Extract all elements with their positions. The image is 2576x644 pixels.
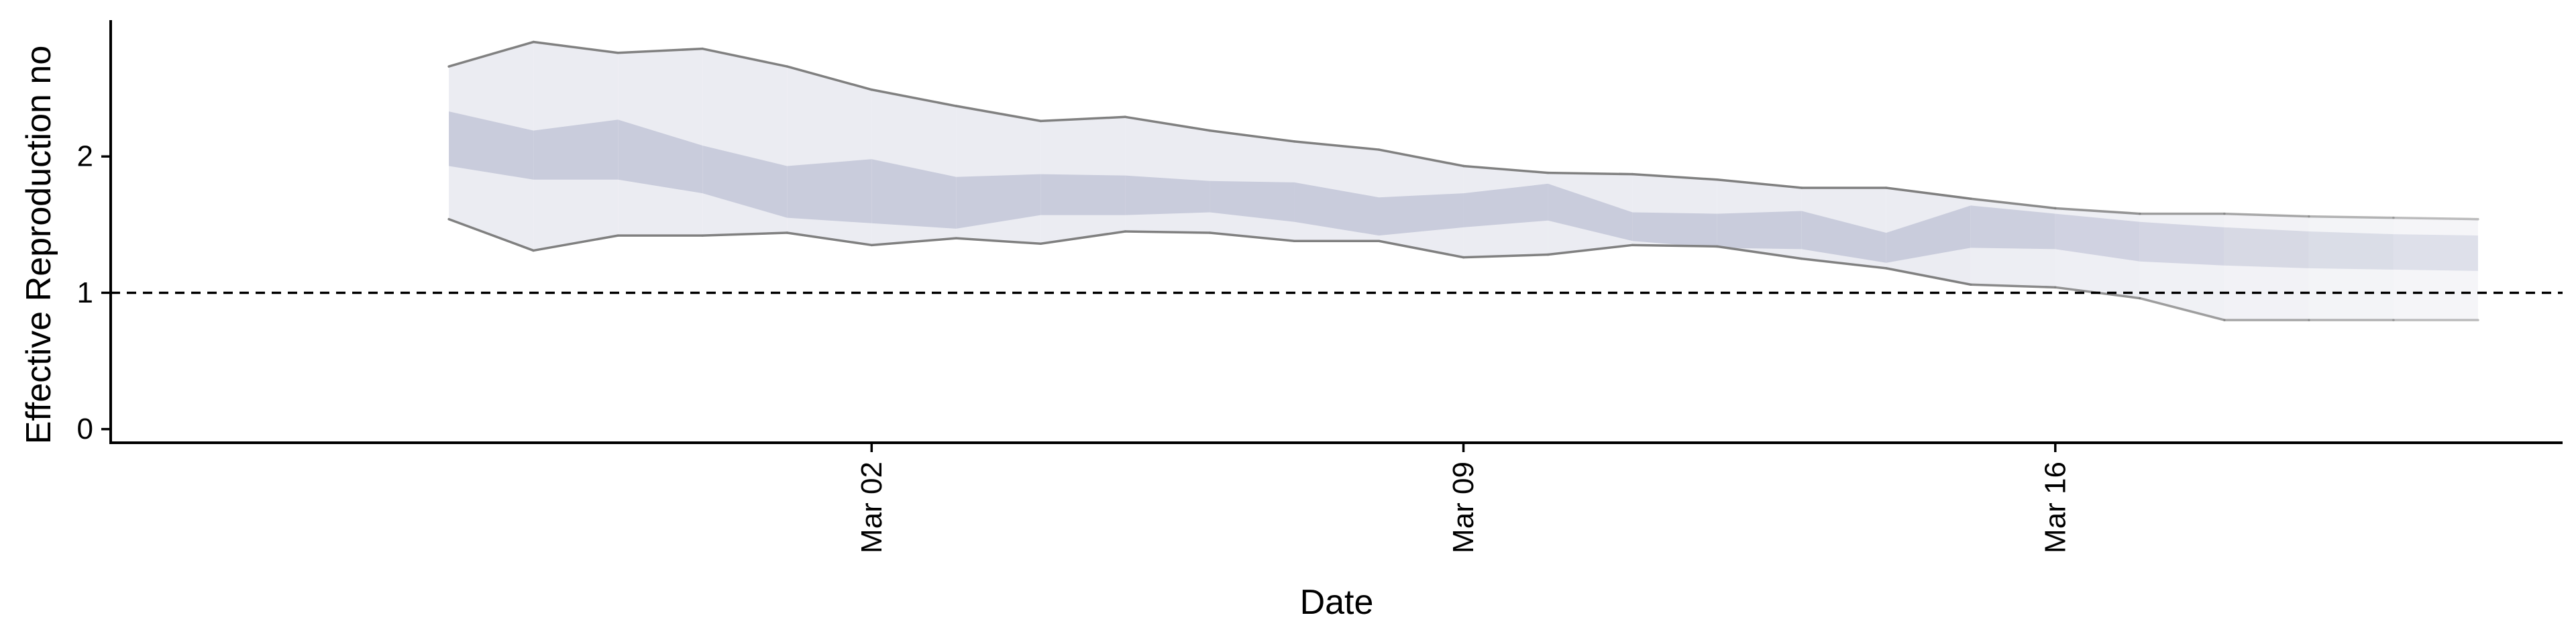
y-tick-label: 1 [77, 276, 93, 309]
lower-bound-line-segment [1208, 231, 1296, 242]
lower-bound-line-segment [1124, 230, 1212, 234]
band-50-segment [1548, 183, 1633, 241]
upper-bound-line-segment [786, 65, 873, 91]
band-50-segment [2393, 234, 2478, 271]
band-50-segment [1125, 175, 1210, 215]
upper-bound-line-segment [1377, 148, 1465, 168]
lower-bound-line-segment [1546, 244, 1634, 256]
band-90-segment [1125, 117, 1210, 233]
upper-bound-line-segment [616, 47, 704, 54]
band-50-segment [1970, 205, 2055, 250]
axes: 0 1 2 Mar 02 Mar 09 Mar 16 [77, 20, 2563, 553]
upper-bound-line-segment [1884, 186, 1972, 200]
lower-bound-line-segment [1715, 245, 1803, 260]
upper-bound-line-segment [1293, 140, 1381, 151]
upper-bound-line-segment [1039, 115, 1127, 123]
band-50-segment [533, 119, 619, 180]
lower-bound-line-segment [701, 231, 789, 237]
upper-bound-line-segment [2308, 215, 2395, 219]
upper-bound-line-segment [1124, 115, 1212, 132]
upper-bound-line-segment [1631, 172, 1719, 181]
lower-bound-line-segment [447, 217, 535, 252]
band-50-segment [1632, 212, 1717, 248]
band-50-segment [1886, 205, 1971, 263]
band-50-segment [956, 174, 1041, 229]
x-tick-label: Mar 16 [2039, 462, 2072, 553]
upper-bound-line-segment [447, 40, 535, 68]
x-axis-title: Date [1300, 583, 1374, 622]
lower-bound-line-segment [1377, 239, 1465, 259]
band-50-segment [871, 159, 957, 229]
band-50-segment [449, 111, 534, 180]
band-50-segment [1294, 182, 1379, 236]
band-50-segment [2055, 213, 2140, 262]
lower-bound-line-segment [1970, 283, 2057, 289]
credible-interval-bands [449, 42, 2478, 321]
y-tick-label: 2 [77, 140, 93, 173]
band-50-segment [1463, 183, 1548, 227]
x-tick-label: Mar 02 [855, 462, 888, 553]
band-50-segment [1801, 211, 1886, 263]
upper-bound-line-segment [2392, 216, 2479, 221]
band-50-segment [2139, 221, 2224, 266]
upper-bound-line-segment [1546, 171, 1634, 176]
upper-bound-line-segment [1715, 178, 1803, 189]
band-50-segment [2308, 231, 2394, 270]
lower-bound-line-segment [1462, 253, 1550, 259]
upper-bound-line-segment [1970, 197, 2057, 210]
lower-bound-line-segment [786, 231, 873, 247]
band-50-segment [787, 159, 872, 223]
band-50-segment [702, 145, 788, 218]
upper-bound-line-segment [870, 88, 958, 107]
lower-bound-line-segment [1884, 267, 1972, 286]
lower-bound-line-segment [870, 237, 958, 247]
lower-bound-line-segment [532, 234, 619, 252]
band-50-segment [1717, 211, 1802, 250]
upper-bound-line-segment [1462, 164, 1550, 174]
band-50-segment [1210, 180, 1295, 222]
band-50-segment [1379, 193, 1464, 236]
x-tick-label: Mar 09 [1447, 462, 1480, 553]
band-50-segment [1040, 174, 1126, 215]
upper-bound-line-segment [2054, 207, 2141, 215]
lower-bound-line-segment [2139, 297, 2226, 321]
y-tick-label: 0 [77, 413, 93, 445]
upper-bound-line-segment [2223, 212, 2310, 218]
lower-bound-line-segment [1800, 257, 1888, 270]
band-50-segment [618, 119, 703, 194]
lower-bound-line-segment [955, 237, 1042, 246]
lower-bound-line-segment [1039, 230, 1127, 246]
upper-bound-line-segment [532, 40, 619, 54]
band-edge-lines [447, 40, 2479, 321]
upper-bound-line-segment [955, 105, 1042, 123]
lower-bound-line-segment [1631, 244, 1719, 248]
upper-bound-line-segment [1208, 129, 1296, 143]
upper-bound-line-segment [701, 47, 789, 68]
band-50-segment [2224, 227, 2309, 268]
y-axis-title: Effective Reproduction no [19, 46, 58, 445]
